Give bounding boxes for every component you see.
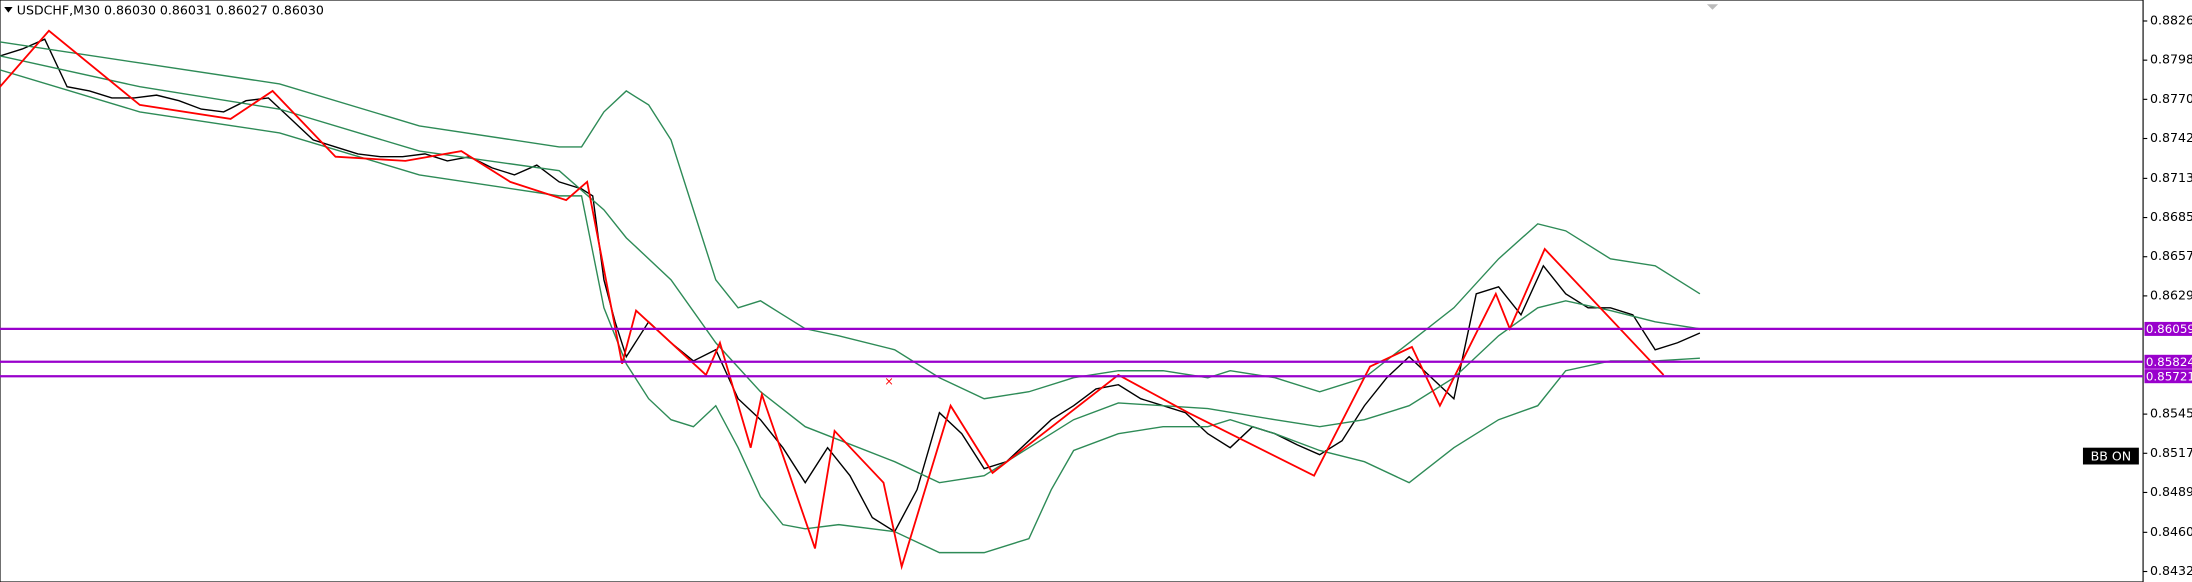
y-tick-label: 0.86575 [2150,248,2192,263]
y-tick-label: 0.87420 [2150,130,2192,145]
badge-box [2082,447,2139,465]
y-tick-label: 0.88260 [2150,12,2192,27]
plot [0,29,1701,571]
y-tick-label: 0.85450 [2150,406,2192,421]
close-marker: × [884,375,893,388]
shift-marker [1706,4,1719,10]
series-line [0,69,1700,554]
level-label-box [2144,354,2192,369]
series-line [0,29,1665,571]
level-label: 0.85824 [2146,355,2192,369]
menu-arrow[interactable] [4,6,13,13]
y-tick-label: 0.84325 [2150,563,2192,578]
chart-title: USDCHF,M30 0.86030 0.86031 0.86027 0.860… [17,3,324,18]
badge: BB ON [2091,448,2132,463]
level-label: 0.86059 [2146,322,2192,336]
plot-frame [0,0,2144,582]
y-tick-label: 0.87135 [2150,170,2192,185]
y-tick-label: 0.86295 [2150,287,2192,302]
y-tick-label: 0.87980 [2150,52,2192,67]
y-tick-label: 0.84605 [2150,524,2192,539]
series-line [0,38,1701,533]
y-tick-label: 0.87700 [2150,91,2192,106]
y-tick-label: 0.84890 [2150,484,2192,499]
level-label: 0.85721 [2146,369,2192,383]
y-tick-label: 0.85170 [2150,445,2192,460]
y-tick-label: 0.86855 [2150,209,2192,224]
level-label-box [2144,369,2192,384]
series-line [0,41,1701,400]
level-label-box [2144,321,2192,336]
